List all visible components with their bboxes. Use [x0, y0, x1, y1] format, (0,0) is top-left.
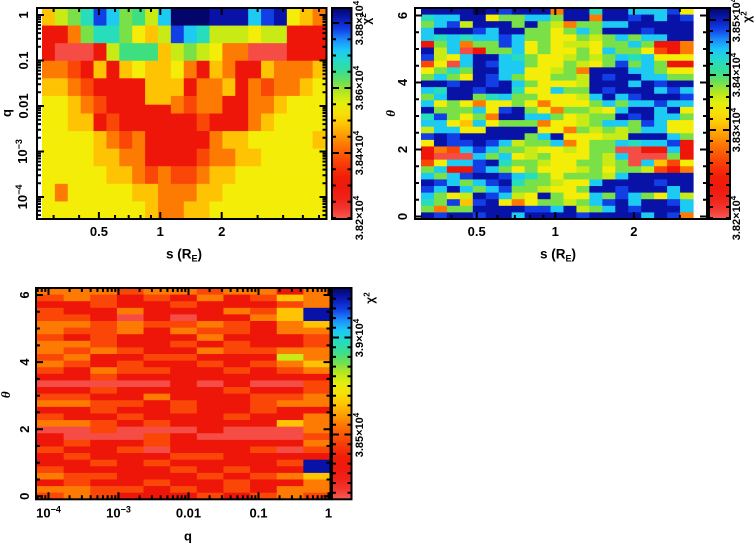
- svg-text:s (RE): s (RE): [540, 247, 576, 264]
- svg-text:3.83×104: 3.83×104: [729, 107, 743, 152]
- svg-text:3.85×104: 3.85×104: [729, 0, 743, 42]
- svg-text:θ: θ: [383, 110, 398, 117]
- svg-text:3.84×104: 3.84×104: [352, 130, 366, 175]
- svg-text:4: 4: [395, 78, 410, 86]
- svg-text:q: q: [0, 109, 14, 117]
- svg-text:q: q: [184, 529, 192, 544]
- svg-text:χ2: χ2: [359, 13, 374, 25]
- svg-text:3.82×104: 3.82×104: [729, 195, 743, 240]
- svg-text:0.01: 0.01: [16, 93, 31, 118]
- svg-text:4: 4: [17, 358, 32, 366]
- svg-text:2: 2: [630, 224, 637, 239]
- svg-text:2: 2: [395, 146, 410, 153]
- svg-text:1: 1: [157, 224, 164, 239]
- svg-text:0: 0: [395, 213, 410, 220]
- svg-text:χ2: χ2: [739, 11, 754, 23]
- svg-text:0.5: 0.5: [468, 224, 486, 239]
- svg-text:3.88×104: 3.88×104: [352, 0, 366, 45]
- svg-text:2: 2: [17, 426, 32, 433]
- svg-text:1: 1: [325, 506, 332, 521]
- svg-text:6: 6: [395, 12, 410, 19]
- svg-text:0.01: 0.01: [176, 506, 201, 521]
- svg-text:0.5: 0.5: [90, 224, 108, 239]
- svg-text:2: 2: [218, 224, 225, 239]
- svg-text:0.1: 0.1: [249, 506, 267, 521]
- svg-text:0.1: 0.1: [16, 51, 31, 69]
- svg-text:3.84×104: 3.84×104: [729, 52, 743, 97]
- svg-text:1: 1: [552, 224, 559, 239]
- svg-text:χ2: χ2: [362, 292, 377, 304]
- svg-text:3.82×104: 3.82×104: [352, 195, 366, 240]
- svg-text:3.85×104: 3.85×104: [352, 412, 366, 457]
- svg-text:s (RE): s (RE): [166, 247, 202, 264]
- svg-text:θ: θ: [0, 391, 13, 398]
- svg-text:6: 6: [17, 291, 32, 298]
- svg-text:1: 1: [16, 11, 31, 18]
- svg-text:3.9×104: 3.9×104: [352, 318, 366, 357]
- svg-text:3.86×104: 3.86×104: [352, 65, 366, 110]
- svg-text:0: 0: [17, 493, 32, 500]
